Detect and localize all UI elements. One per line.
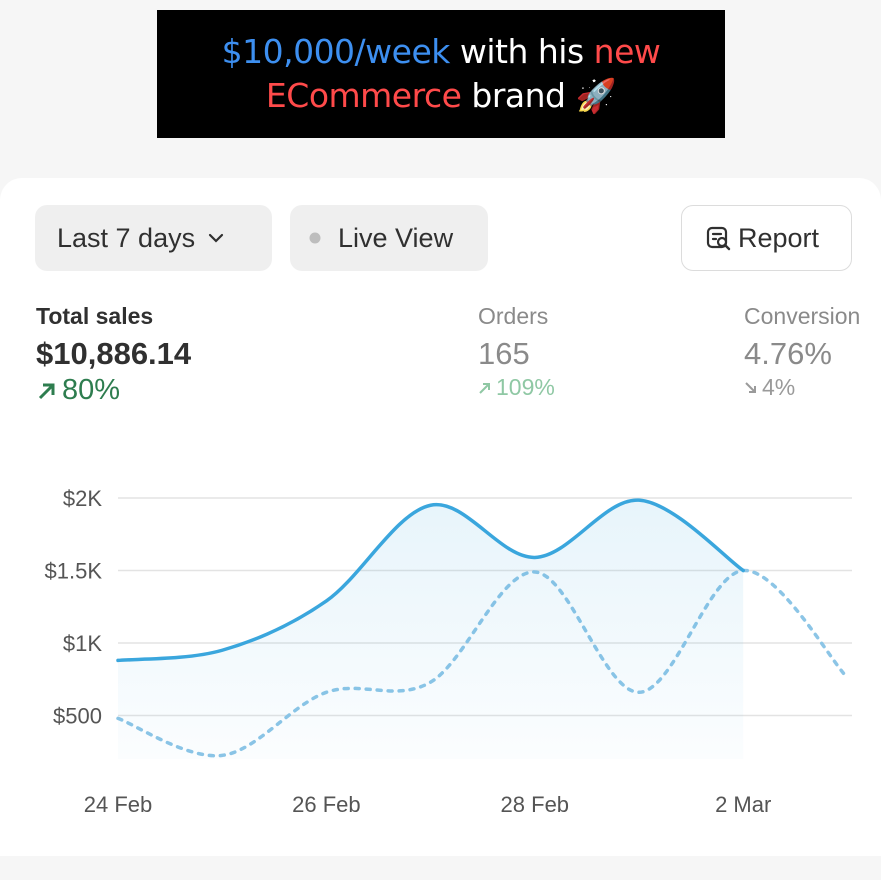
banner-text: $10,000/week	[221, 32, 451, 71]
metric[interactable]: Total sales $10,886.14 80%	[36, 303, 191, 407]
banner-line: ECommerce brand 🚀	[157, 74, 725, 118]
metric[interactable]: Orders 165 109%	[478, 303, 555, 401]
live-view-button[interactable]: Live View	[290, 205, 488, 271]
chevron-icon	[208, 233, 224, 243]
button-label: Live View	[338, 222, 454, 253]
metric[interactable]: Conversion 4.76% 4%	[744, 303, 860, 401]
range-button[interactable]: Last 7 days	[35, 205, 272, 271]
change-text: 4%	[762, 374, 796, 400]
metric-label: Orders	[478, 303, 549, 329]
up-arrow	[38, 383, 55, 399]
metric-value: $10,886.14	[36, 336, 192, 371]
metric-change: 109%	[478, 374, 555, 401]
metric-value: 4.76%	[744, 336, 832, 371]
x-tick-label: 26 Feb	[292, 792, 361, 817]
up-arrow	[479, 382, 490, 394]
change-text: 80%	[62, 374, 121, 406]
area-fill	[118, 500, 744, 759]
x-tick-label: 28 Feb	[501, 792, 570, 817]
report-button[interactable]: Report	[681, 205, 852, 271]
y-tick-label: $2K	[63, 486, 102, 511]
banner-text: ECommerce	[265, 76, 462, 115]
metric-label: Total sales	[36, 303, 154, 329]
report-icon	[706, 226, 731, 251]
banner-text: with his	[459, 32, 584, 71]
change-text: 109%	[496, 374, 555, 400]
banner: $10,000/week with his new ECommerce bran…	[157, 10, 725, 138]
metric-label: Conversion	[744, 303, 861, 329]
button-label: Last 7 days	[57, 222, 196, 253]
metric-value: 165	[478, 336, 530, 371]
x-tick-label: 2 Mar	[715, 792, 771, 817]
down-arrow	[745, 381, 756, 393]
banner-text: new	[593, 32, 661, 71]
x-tick-label: 24 Feb	[84, 792, 153, 817]
y-tick-label: $1.5K	[45, 559, 103, 584]
metric-change: 80%	[36, 374, 191, 407]
y-tick-label: $500	[53, 704, 102, 729]
live-dot	[309, 232, 321, 244]
metric-change: 4%	[744, 374, 860, 401]
banner-line: $10,000/week with his new	[157, 30, 725, 74]
button-label: Report	[738, 222, 820, 253]
y-tick-label: $1K	[63, 631, 102, 656]
banner-text: brand 🚀	[471, 76, 617, 115]
sales-line	[116, 498, 745, 663]
